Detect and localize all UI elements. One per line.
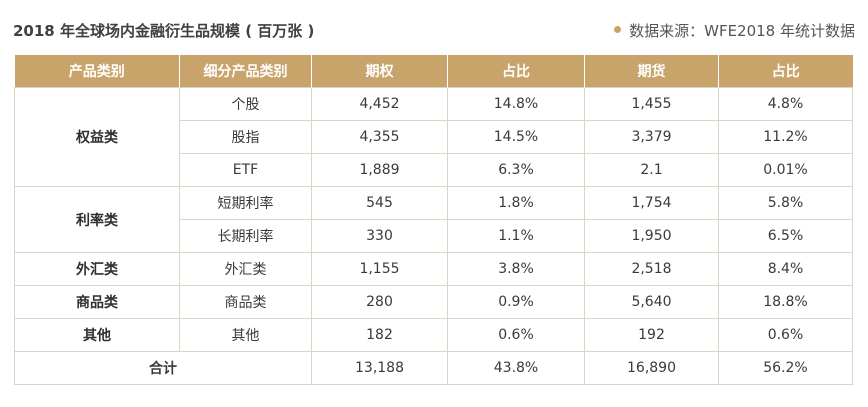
- total-futures-cell: 16,890: [584, 351, 719, 385]
- futures-share-cell: 0.6%: [718, 318, 853, 352]
- options-share-cell: 3.8%: [447, 252, 585, 286]
- subcategory-cell: 商品类: [179, 285, 312, 319]
- options-share-cell: 0.6%: [447, 318, 585, 352]
- column-header-futures-share: 占比: [718, 55, 853, 88]
- futures-share-cell: 6.5%: [718, 219, 853, 253]
- table-header-row: 产品类别 细分产品类别 期权 占比 期货 占比: [14, 55, 853, 88]
- column-header-subcategory: 细分产品类别: [179, 55, 312, 88]
- options-cell: 330: [311, 219, 448, 253]
- options-cell: 545: [311, 186, 448, 220]
- table-row: 商品类 商品类 280 0.9% 5,640 18.8%: [14, 285, 853, 319]
- page-title: 2018 年全球场内金融衍生品规模 ( 百万张 ): [13, 22, 315, 40]
- subcategory-cell: 股指: [179, 120, 312, 154]
- futures-cell: 1,455: [584, 87, 719, 121]
- data-source-note: 数据来源：WFE2018 年统计数据: [614, 20, 855, 41]
- options-share-cell: 1.8%: [447, 186, 585, 220]
- futures-cell: 192: [584, 318, 719, 352]
- options-cell: 4,452: [311, 87, 448, 121]
- subcategory-cell: 长期利率: [179, 219, 312, 253]
- futures-share-cell: 0.01%: [718, 153, 853, 187]
- futures-share-cell: 8.4%: [718, 252, 853, 286]
- category-cell: 外汇类: [14, 252, 180, 286]
- futures-share-cell: 4.8%: [718, 87, 853, 121]
- futures-cell: 5,640: [584, 285, 719, 319]
- column-header-options: 期权: [311, 55, 448, 88]
- total-futures-share-cell: 56.2%: [718, 351, 853, 385]
- category-cell: 利率类: [14, 186, 180, 253]
- category-cell: 商品类: [14, 285, 180, 319]
- table-row: 其他 其他 182 0.6% 192 0.6%: [14, 318, 853, 352]
- subcategory-cell: 外汇类: [179, 252, 312, 286]
- table-row: 利率类 短期利率 545 1.8% 1,754 5.8%: [14, 186, 853, 253]
- futures-cell: 2.1: [584, 153, 719, 187]
- futures-share-cell: 5.8%: [718, 186, 853, 220]
- subcategory-cell: 个股: [179, 87, 312, 121]
- total-options-cell: 13,188: [311, 351, 448, 385]
- table-row: 权益类 个股 4,452 14.8% 1,455 4.8%: [14, 87, 853, 187]
- options-cell: 4,355: [311, 120, 448, 154]
- futures-cell: 1,950: [584, 219, 719, 253]
- category-cell: 其他: [14, 318, 180, 352]
- column-header-futures: 期货: [584, 55, 719, 88]
- options-share-cell: 0.9%: [447, 285, 585, 319]
- table-row: 股指 4,355 14.5% 3,379 11.2%: [15, 120, 853, 154]
- column-header-category: 产品类别: [14, 55, 180, 88]
- column-header-options-share: 占比: [447, 55, 585, 88]
- subcategory-cell: 其他: [179, 318, 312, 352]
- futures-cell: 3,379: [584, 120, 719, 154]
- options-share-cell: 14.5%: [447, 120, 585, 154]
- derivatives-table: 产品类别 细分产品类别 期权 占比 期货 占比 权益类 个股 4,452 14.…: [14, 55, 853, 385]
- options-cell: 1,889: [311, 153, 448, 187]
- table-row: 长期利率 330 1.1% 1,950 6.5%: [15, 219, 853, 253]
- futures-share-cell: 18.8%: [718, 285, 853, 319]
- futures-cell: 2,518: [584, 252, 719, 286]
- options-share-cell: 14.8%: [447, 87, 585, 121]
- header: 2018 年全球场内金融衍生品规模 ( 百万张 ) 数据来源：WFE2018 年…: [13, 16, 855, 42]
- subcategory-cell: ETF: [179, 153, 312, 187]
- options-cell: 1,155: [311, 252, 448, 286]
- subcategory-cell: 短期利率: [179, 186, 312, 220]
- table-row: 外汇类 外汇类 1,155 3.8% 2,518 8.4%: [14, 252, 853, 286]
- futures-share-cell: 11.2%: [718, 120, 853, 154]
- category-cell: 权益类: [14, 87, 180, 187]
- total-label: 合计: [14, 351, 312, 385]
- options-cell: 182: [311, 318, 448, 352]
- table-row: ETF 1,889 6.3% 2.1 0.01%: [15, 153, 853, 187]
- data-source-text: 数据来源：WFE2018 年统计数据: [629, 22, 855, 40]
- options-share-cell: 6.3%: [447, 153, 585, 187]
- total-row: 合计 13,188 43.8% 16,890 56.2%: [14, 351, 853, 385]
- bullet-dot-icon: [614, 26, 622, 33]
- total-options-share-cell: 43.8%: [447, 351, 585, 385]
- options-cell: 280: [311, 285, 448, 319]
- options-share-cell: 1.1%: [447, 219, 585, 253]
- futures-cell: 1,754: [584, 186, 719, 220]
